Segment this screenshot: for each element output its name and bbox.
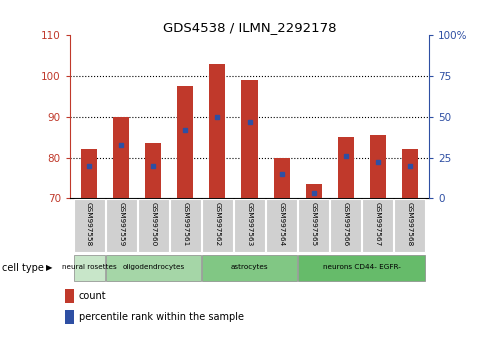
Bar xyxy=(202,199,233,252)
Bar xyxy=(113,117,129,198)
Text: neural rosettes: neural rosettes xyxy=(62,264,116,270)
Bar xyxy=(402,149,418,198)
Bar xyxy=(210,64,226,198)
Bar xyxy=(298,199,329,252)
Text: ▶: ▶ xyxy=(46,263,52,272)
Bar xyxy=(177,86,193,198)
Text: GSM997558: GSM997558 xyxy=(86,202,92,247)
Bar xyxy=(74,199,104,252)
Bar xyxy=(338,137,354,198)
Text: oligodendrocytes: oligodendrocytes xyxy=(122,264,185,270)
Bar xyxy=(74,255,104,281)
Bar xyxy=(65,289,74,303)
Bar xyxy=(330,199,361,252)
Text: percentile rank within the sample: percentile rank within the sample xyxy=(79,312,244,322)
Bar xyxy=(242,80,257,198)
Text: neurons CD44- EGFR-: neurons CD44- EGFR- xyxy=(323,264,401,270)
Title: GDS4538 / ILMN_2292178: GDS4538 / ILMN_2292178 xyxy=(163,21,336,34)
Bar xyxy=(106,255,201,281)
Bar xyxy=(138,199,169,252)
Text: GSM997568: GSM997568 xyxy=(407,202,413,247)
Bar xyxy=(145,143,161,198)
Bar xyxy=(273,158,289,198)
Text: GSM997564: GSM997564 xyxy=(278,202,284,247)
Bar xyxy=(362,199,393,252)
Bar xyxy=(81,149,97,198)
Bar xyxy=(266,199,297,252)
Text: GSM997567: GSM997567 xyxy=(375,202,381,247)
Text: GSM997560: GSM997560 xyxy=(150,202,156,247)
Bar xyxy=(234,199,265,252)
Bar xyxy=(370,135,386,198)
Bar xyxy=(202,255,297,281)
Bar xyxy=(170,199,201,252)
Text: count: count xyxy=(79,291,106,301)
Bar xyxy=(106,199,137,252)
Bar xyxy=(305,184,322,198)
Text: GSM997559: GSM997559 xyxy=(118,202,124,247)
Text: GSM997565: GSM997565 xyxy=(311,202,317,247)
Text: GSM997561: GSM997561 xyxy=(182,202,188,247)
Bar xyxy=(298,255,425,281)
Bar xyxy=(395,199,425,252)
Bar xyxy=(65,310,74,324)
Text: cell type: cell type xyxy=(2,263,44,273)
Text: astrocytes: astrocytes xyxy=(231,264,268,270)
Text: GSM997562: GSM997562 xyxy=(215,202,221,247)
Text: GSM997566: GSM997566 xyxy=(343,202,349,247)
Text: GSM997563: GSM997563 xyxy=(247,202,252,247)
